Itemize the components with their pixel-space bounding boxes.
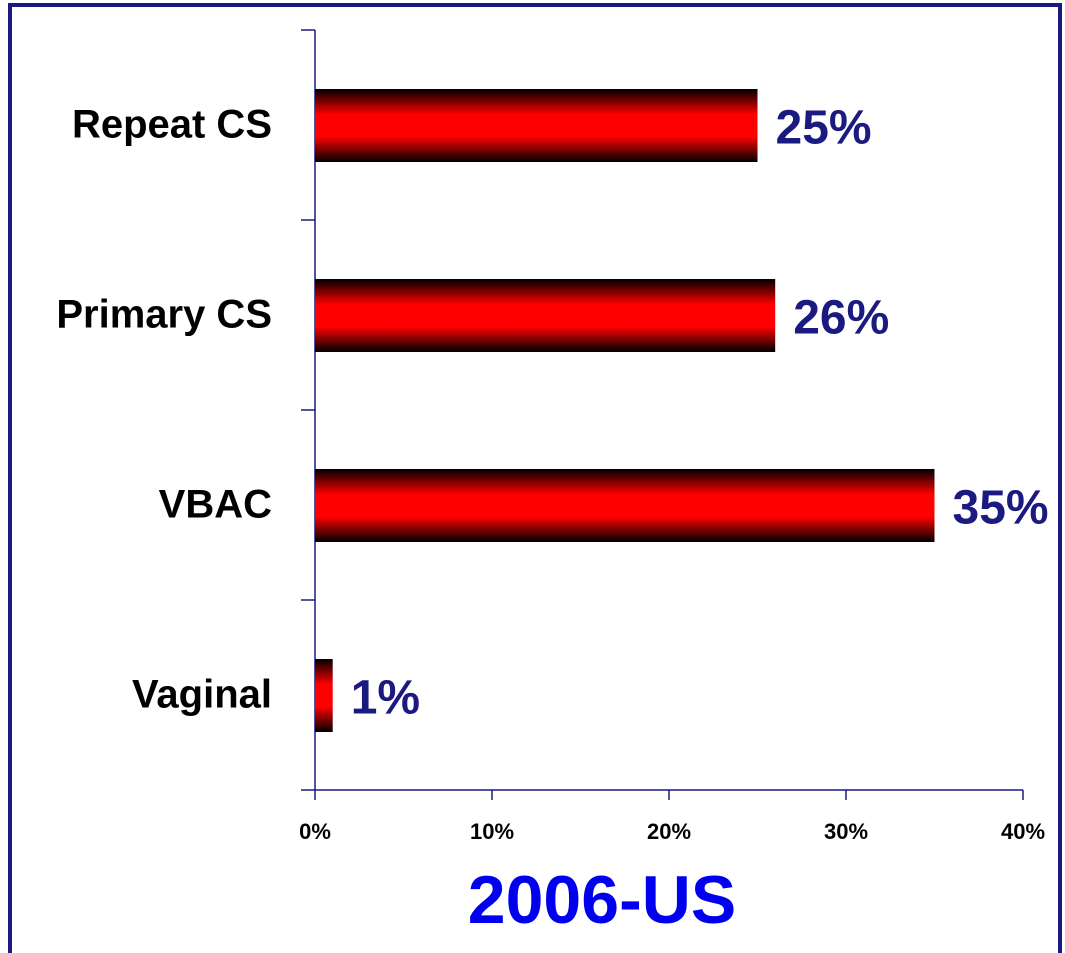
y-tick-label: Primary CS: [56, 293, 272, 337]
value-label: 25%: [776, 102, 872, 155]
bar: [315, 89, 758, 162]
x-tick-label: 20%: [647, 819, 691, 844]
x-tick-label: 30%: [824, 819, 868, 844]
value-label: 35%: [953, 482, 1049, 535]
x-tick-label: 10%: [470, 819, 514, 844]
bar: [315, 279, 776, 352]
x-tick-label: 0%: [299, 819, 331, 844]
bar: [315, 659, 333, 732]
bar: [315, 469, 935, 542]
x-tick-label: 40%: [1001, 819, 1045, 844]
y-tick-label: VBAC: [159, 483, 272, 527]
chart-title: 2006-US: [468, 862, 736, 938]
value-label: 1%: [351, 672, 420, 725]
y-tick-label: Repeat CS: [72, 103, 272, 147]
value-label: 26%: [793, 292, 889, 345]
y-tick-label: Vaginal: [132, 673, 272, 717]
